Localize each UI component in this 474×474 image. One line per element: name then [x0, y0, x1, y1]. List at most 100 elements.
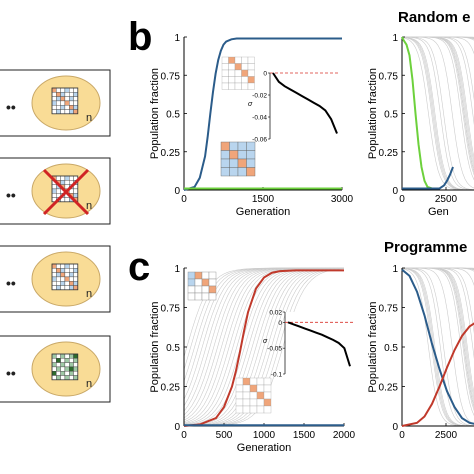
matrix-icon-cell — [249, 398, 258, 407]
background-trajectory — [402, 267, 474, 334]
matrix-icon-cell — [221, 69, 229, 77]
grid-cell — [60, 175, 66, 181]
grid-cell — [51, 263, 57, 269]
x-tick-label: 2500 — [435, 194, 458, 205]
y-tick-label: 0.75 — [379, 71, 399, 82]
grid-cell — [73, 276, 79, 282]
grid-cell — [64, 276, 70, 282]
matrix-icon-cell — [221, 82, 229, 90]
matrix-icon-cell — [194, 285, 203, 294]
matrix-icon-cell — [187, 271, 196, 280]
grid-cell — [51, 353, 57, 359]
matrix-icon-cell — [241, 82, 249, 90]
grid-cell — [73, 188, 79, 194]
background-trajectory — [401, 37, 474, 191]
background-trajectory — [402, 36, 474, 41]
grid-cell — [60, 366, 66, 372]
grid-cell — [60, 371, 66, 376]
grid-cell — [73, 192, 79, 198]
grid-cell — [68, 92, 74, 97]
grid-cell — [64, 272, 70, 278]
matrix-icon-cell — [249, 384, 258, 393]
grid-cell — [51, 100, 57, 106]
inset-area — [285, 312, 353, 374]
matrix-icon-cell — [263, 405, 272, 414]
matrix-icon-cell — [228, 69, 236, 77]
matrix-icon-cell — [247, 76, 255, 84]
inset-tick-label: -0.04 — [252, 115, 267, 122]
grid-cell — [51, 358, 57, 363]
y-tick-label: 0.5 — [166, 110, 180, 121]
grid-cell — [56, 375, 61, 381]
x-axis-label: Generation — [237, 442, 291, 454]
grid-cell — [51, 366, 57, 372]
grid-cell — [51, 184, 57, 190]
grid-cell — [68, 175, 74, 181]
matrix-icon-cell — [256, 384, 265, 393]
grid-cell — [60, 375, 66, 381]
grid-cell — [56, 109, 61, 115]
grid-cell — [60, 268, 66, 273]
matrix-icon-cell — [241, 76, 249, 84]
matrix-icon-cell — [249, 391, 258, 400]
matrix-icon-cell — [247, 69, 255, 77]
grid-cell — [60, 87, 66, 93]
matrix-icon-cell — [208, 271, 217, 280]
y-tick-label: 0 — [174, 422, 180, 433]
background-trajectory — [402, 36, 474, 39]
grid-cell — [64, 268, 70, 273]
grid-cell — [56, 100, 61, 106]
grid-cell — [68, 104, 74, 110]
ellipse-label-n: n — [86, 112, 92, 124]
y-tick-label: 0.25 — [161, 383, 181, 394]
matrix-icon-cell — [237, 150, 247, 160]
matrix-icon-cell — [235, 398, 244, 407]
matrix-icon-cell — [221, 76, 229, 84]
grid-cell — [51, 371, 57, 376]
x-tick-label: 1500 — [293, 430, 316, 441]
grid-cell — [51, 96, 57, 102]
series-line-blue — [401, 268, 474, 425]
grid-cell — [56, 188, 61, 194]
x-tick-label: 0 — [399, 194, 405, 205]
panel-label-c: c — [128, 245, 150, 289]
y-tick-label: 0.75 — [379, 304, 399, 315]
grid-cell — [56, 285, 61, 291]
background-trajectory — [402, 267, 474, 411]
grid-cell — [64, 197, 70, 203]
y-tick-label: 0.75 — [161, 304, 181, 315]
y-tick-label: 0.5 — [384, 343, 398, 354]
grid-cell — [56, 353, 61, 359]
matrix-icon-cell — [187, 278, 196, 287]
matrix-icon-cell — [187, 292, 196, 301]
grid-cell — [73, 366, 79, 372]
chart-b-right: 00.250.50.751025005GenPopulation fractio… — [367, 33, 474, 218]
matrix-icon-cell — [208, 278, 217, 287]
grid-cell — [56, 175, 61, 181]
grid-cell — [68, 263, 74, 269]
matrix-icon-cell — [242, 398, 251, 407]
matrix-icon-cell — [220, 167, 230, 177]
y-axis-label: Population fraction — [367, 68, 379, 159]
grid-cell — [68, 272, 74, 278]
grid-cell — [56, 366, 61, 372]
y-axis-label: Population fraction — [367, 301, 379, 392]
grid-cell — [68, 109, 74, 115]
y-tick-label: 0.75 — [161, 71, 181, 82]
grid-cell — [68, 96, 74, 102]
matrix-icon-cell — [220, 150, 230, 160]
grid-cell — [60, 281, 66, 286]
grid-cell — [68, 87, 74, 93]
matrix-icon-cell — [208, 285, 217, 294]
grid-cell — [73, 362, 79, 368]
y-tick-label: 1 — [174, 264, 180, 275]
panel-title-programmed: Programme — [384, 239, 467, 256]
background-trajectory — [401, 268, 474, 427]
matrix-icon-cell — [201, 285, 210, 294]
grid-cell — [68, 353, 74, 359]
background-trajectory — [401, 268, 474, 427]
inset-tick-label: -0.05 — [267, 346, 282, 353]
grid-cell — [68, 100, 74, 106]
grid-cell — [51, 104, 57, 110]
grid-cell — [73, 285, 79, 291]
